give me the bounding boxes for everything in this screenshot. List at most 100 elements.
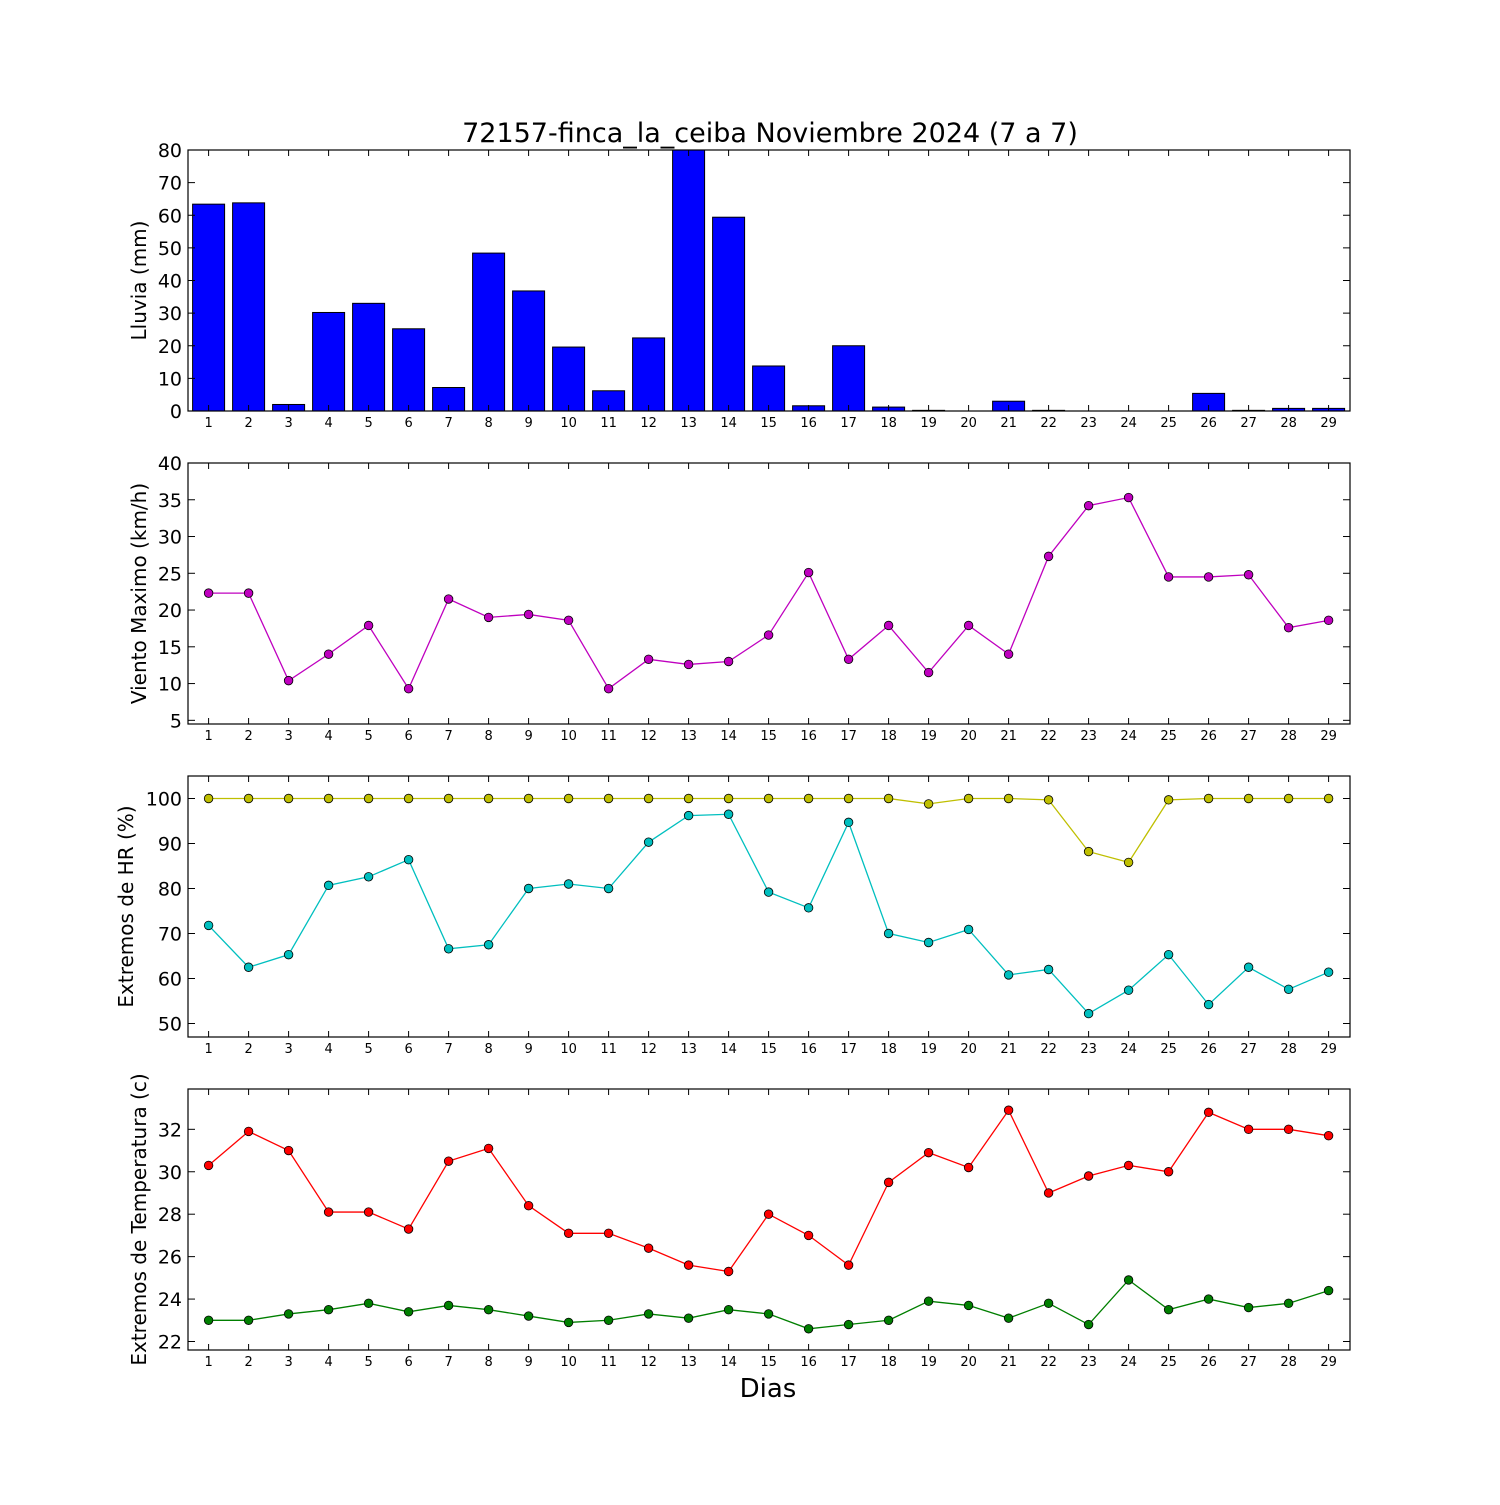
point-s2-16: [803, 1324, 814, 1334]
point-s1-15: [763, 793, 774, 804]
x-tick-label: 1: [204, 1042, 212, 1057]
x-tick-label: 2: [244, 416, 252, 431]
point-s1-21: [1003, 1105, 1014, 1115]
x-tick-label: 10: [560, 1355, 577, 1370]
point-s1-19: [923, 1147, 934, 1158]
x-tick-label: 29: [1320, 416, 1337, 431]
point-s1-3: [283, 793, 294, 804]
chart-title: 72157-finca_la_ceiba Noviembre 2024 (7 a…: [462, 118, 1078, 149]
x-tick-label: 16: [800, 1355, 817, 1370]
x-tick-label: 22: [1040, 416, 1057, 431]
x-tick-label: 26: [1200, 416, 1217, 431]
point-s1-2: [243, 588, 254, 598]
x-tick-label: 2: [244, 729, 252, 744]
point-s1-12: [643, 1243, 654, 1253]
y-tick-label: 30: [158, 1162, 182, 1184]
point-s1-24: [1123, 1160, 1134, 1171]
point-s1-25: [1163, 572, 1174, 582]
point-s1-1: [203, 588, 214, 598]
point-s2-12: [643, 1309, 654, 1319]
y-axis-label: Viento Maximo (km/h): [127, 483, 151, 704]
x-tick-label: 5: [364, 416, 372, 431]
point-s1-4: [323, 793, 334, 804]
point-s1-22: [1043, 551, 1054, 562]
x-tick-label: 14: [720, 729, 737, 744]
x-tick-label: 10: [560, 729, 577, 744]
point-s1-26: [1203, 1107, 1214, 1118]
x-tick-label: 28: [1280, 1355, 1297, 1370]
point-s1-12: [643, 654, 654, 665]
x-tick-label: 11: [600, 729, 617, 744]
x-tick-label: 20: [960, 729, 977, 744]
y-tick-label: 20: [158, 336, 182, 358]
y-tick-label: 32: [158, 1119, 182, 1141]
x-tick-label: 24: [1120, 1042, 1137, 1057]
y-tick-label: 50: [158, 1014, 182, 1036]
point-s2-9: [523, 1311, 534, 1321]
x-tick-label: 27: [1240, 729, 1257, 744]
point-s2-3: [283, 949, 294, 960]
x-tick-label: 7: [444, 1042, 452, 1057]
point-s1-24: [1123, 857, 1134, 868]
point-s1-28: [1283, 1124, 1294, 1135]
x-tick-label: 20: [960, 416, 977, 431]
y-tick-label: 10: [158, 368, 182, 390]
point-s2-3: [283, 1309, 294, 1319]
y-tick-label: 50: [158, 238, 182, 260]
x-tick-label: 24: [1120, 729, 1137, 744]
x-tick-label: 27: [1240, 416, 1257, 431]
x-tick-label: 13: [680, 1355, 697, 1370]
point-s1-17: [843, 654, 854, 665]
point-s2-28: [1283, 984, 1294, 995]
point-s1-10: [563, 1228, 574, 1238]
point-s1-27: [1243, 570, 1254, 580]
x-tick-label: 5: [364, 1042, 372, 1057]
point-s1-25: [1163, 795, 1174, 805]
point-s1-5: [363, 793, 374, 804]
point-s2-7: [443, 1300, 454, 1311]
point-s1-28: [1283, 793, 1294, 804]
y-tick-label: 90: [158, 834, 182, 856]
point-s2-17: [843, 1319, 854, 1330]
x-tick-label: 26: [1200, 729, 1217, 744]
x-tick-label: 7: [444, 1355, 452, 1370]
x-tick-label: 25: [1160, 416, 1177, 431]
x-tick-label: 21: [1000, 416, 1017, 431]
y-tick-label: 5: [170, 710, 182, 732]
y-axis-label: Lluvia (mm): [127, 221, 151, 341]
point-s2-6: [403, 1307, 414, 1317]
x-tick-label: 23: [1080, 1042, 1097, 1057]
bar-2: [232, 202, 266, 412]
x-tick-label: 22: [1040, 1355, 1057, 1370]
point-s2-4: [323, 880, 334, 891]
x-tick-label: 24: [1120, 416, 1137, 431]
point-s1-26: [1203, 572, 1214, 582]
point-s1-25: [1163, 1167, 1174, 1177]
point-s1-2: [243, 1126, 254, 1137]
x-tick-label: 9: [524, 1355, 532, 1370]
point-s1-12: [643, 793, 654, 804]
x-tick-label: 19: [920, 1042, 937, 1057]
x-tick-label: 5: [364, 729, 372, 744]
y-tick-label: 60: [158, 205, 182, 227]
point-s1-5: [363, 620, 374, 631]
point-s1-4: [323, 649, 334, 659]
point-s2-26: [1203, 999, 1214, 1010]
y-tick-label: 80: [158, 140, 182, 162]
x-tick-label: 9: [524, 1042, 532, 1057]
x-tick-label: 16: [800, 729, 817, 744]
point-s2-25: [1163, 1304, 1174, 1315]
point-s1-14: [723, 656, 734, 667]
point-s1-1: [203, 1160, 214, 1171]
point-s1-23: [1083, 1171, 1094, 1181]
point-s1-8: [483, 612, 494, 623]
point-s1-14: [723, 793, 734, 804]
y-tick-label: 70: [158, 173, 182, 195]
x-tick-label: 10: [560, 1042, 577, 1057]
point-s2-23: [1083, 1319, 1094, 1330]
x-tick-label: 4: [324, 729, 332, 744]
point-s2-20: [963, 924, 974, 935]
point-s1-15: [763, 630, 774, 640]
x-tick-label: 17: [840, 1042, 857, 1057]
